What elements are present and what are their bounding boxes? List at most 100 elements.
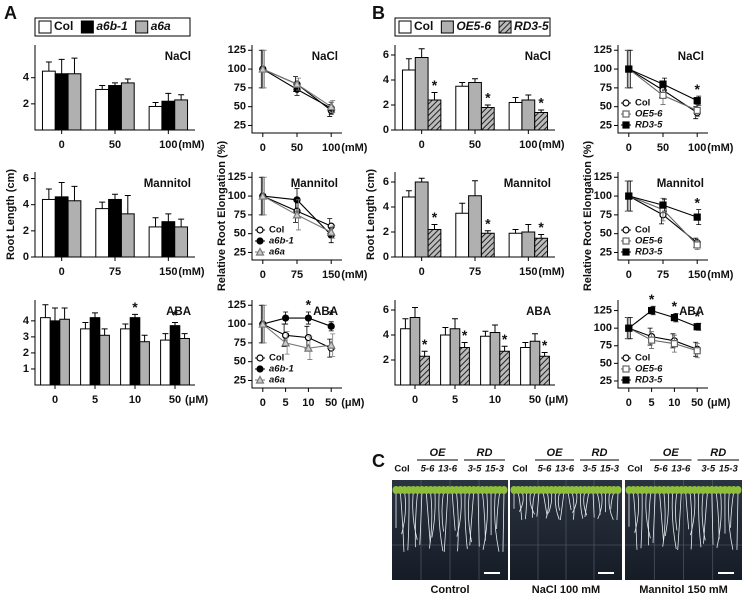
error-bar — [58, 58, 65, 74]
y-tick-label: 2 — [23, 225, 29, 237]
x-tick-label: 0 — [260, 142, 266, 154]
bar — [414, 181, 429, 258]
bar — [67, 200, 82, 258]
panel-label: B — [372, 3, 385, 23]
bar — [99, 334, 110, 386]
bar — [534, 237, 549, 258]
chart-title: Mannitol — [291, 178, 338, 190]
bar — [401, 69, 416, 131]
y-axis-title: Root Length (cm) — [365, 169, 377, 260]
x-tick-label: 50 — [169, 394, 181, 406]
error-bar — [484, 104, 491, 108]
y-tick-label: 2 — [383, 354, 389, 366]
y-tick-label: 6 — [383, 49, 389, 61]
y-tick-label: 100 — [228, 63, 246, 75]
legend-label: Col — [269, 353, 284, 364]
root — [677, 491, 682, 551]
error-bar — [525, 94, 532, 100]
point — [693, 347, 701, 355]
y-tick-label: 75 — [600, 340, 612, 352]
root — [648, 491, 652, 546]
point — [622, 226, 630, 234]
bar — [49, 320, 61, 386]
point — [326, 101, 336, 111]
significance: * — [538, 219, 544, 235]
y-tick-label: 2 — [23, 347, 29, 359]
error-bar — [512, 229, 519, 234]
point — [258, 319, 268, 328]
bar — [95, 208, 110, 258]
root — [412, 491, 418, 540]
root — [711, 491, 714, 545]
root — [698, 491, 702, 548]
point — [256, 354, 264, 362]
y-tick-label: 4 — [23, 72, 30, 84]
y-tick-label: 25 — [600, 246, 612, 258]
root — [425, 491, 431, 543]
x-tick-label: 5 — [649, 397, 655, 409]
bar — [521, 99, 536, 131]
error-bar — [459, 82, 466, 87]
legend-swatch — [80, 20, 94, 34]
line-label: 13-6 — [438, 464, 458, 475]
significance: * — [538, 95, 544, 111]
bar — [148, 226, 163, 258]
bar — [120, 328, 131, 386]
genotype-label: Col — [627, 464, 642, 475]
x-unit: (mM) — [178, 139, 205, 151]
legend-label: OE5-6 — [456, 19, 491, 33]
root — [664, 491, 669, 537]
y-tick-label: 50 — [600, 357, 612, 369]
root — [456, 491, 462, 537]
y-tick-label: 50 — [600, 101, 612, 113]
error-bar — [165, 92, 172, 102]
error-bar — [178, 94, 185, 100]
x-tick-label: 150 — [519, 266, 537, 278]
root — [592, 491, 595, 518]
line-label: 13-6 — [555, 464, 575, 475]
error-bar — [532, 333, 538, 342]
significance: * — [485, 90, 491, 106]
y-tick-label: 25 — [600, 375, 612, 387]
root — [431, 491, 436, 538]
y-tick-label: 100 — [594, 63, 612, 75]
bar — [40, 317, 51, 386]
y-tick-label: 125 — [228, 44, 246, 56]
error-bar — [538, 234, 545, 239]
legend-label: Col — [635, 98, 650, 109]
point — [258, 64, 268, 73]
bar — [108, 198, 122, 258]
root — [482, 491, 488, 550]
bar — [400, 328, 411, 386]
bar — [455, 212, 470, 258]
point — [622, 248, 630, 256]
root — [584, 491, 590, 518]
error-bar — [52, 307, 58, 321]
legend-frame — [34, 17, 191, 37]
error-bar — [112, 82, 118, 86]
group-label: RD — [592, 447, 608, 459]
root — [401, 491, 406, 535]
y-tick-label: 125 — [594, 171, 612, 183]
line-label: 5-6 — [538, 464, 552, 475]
y-tick-label: 50 — [600, 228, 612, 240]
point — [693, 323, 701, 331]
x-tick-label: 100 — [159, 139, 177, 151]
error-bar — [45, 188, 52, 200]
bar — [120, 213, 135, 258]
bar — [419, 355, 430, 386]
root — [559, 491, 565, 521]
root — [579, 491, 584, 519]
y-tick-label: 6 — [383, 176, 389, 188]
bar — [455, 85, 470, 131]
x-tick-label: 50 — [469, 139, 481, 151]
point — [255, 375, 265, 384]
significance: * — [485, 215, 491, 231]
y-tick-label: 25 — [600, 119, 612, 131]
chart-title: Mannitol — [657, 178, 704, 190]
point — [625, 192, 633, 200]
significance: * — [672, 298, 678, 314]
y-tick-label: 2 — [23, 98, 29, 110]
point — [292, 210, 302, 219]
bar — [529, 340, 541, 386]
